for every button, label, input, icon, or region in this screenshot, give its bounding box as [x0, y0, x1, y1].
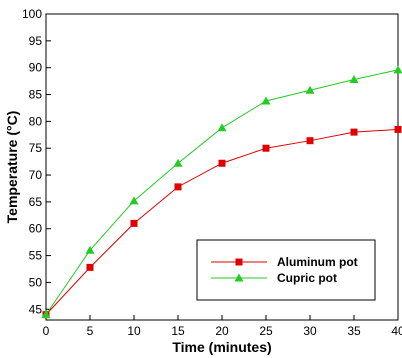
y-tick-label: 85 — [29, 88, 43, 102]
y-tick-label: 75 — [29, 141, 43, 155]
data-point — [349, 74, 359, 83]
legend: Aluminum pot Cupric pot — [196, 239, 376, 301]
x-tick-label: 5 — [87, 324, 94, 338]
data-point — [305, 85, 315, 94]
data-point — [394, 125, 402, 133]
data-point — [41, 310, 51, 319]
y-axis-title: Temperature (°C) — [4, 111, 20, 224]
data-point — [306, 137, 314, 145]
data-point — [393, 65, 402, 74]
y-tick-label: 95 — [29, 34, 43, 48]
y-tick-label: 65 — [29, 195, 43, 209]
y-tick-label: 100 — [22, 7, 42, 21]
legend-item: Aluminum pot — [211, 255, 358, 269]
data-point — [262, 144, 270, 152]
x-axis-ticks: 0 5 10 15 20 25 30 35 40 — [43, 315, 402, 338]
x-tick-label: 20 — [215, 324, 229, 338]
x-tick-label: 25 — [259, 324, 273, 338]
x-tick-label: 40 — [391, 324, 402, 338]
y-tick-label: 70 — [29, 168, 43, 182]
data-point — [173, 158, 183, 167]
data-point — [350, 128, 358, 136]
data-point — [261, 96, 271, 105]
data-point — [130, 219, 138, 227]
series-cupric-pot — [41, 65, 402, 319]
y-tick-label: 80 — [29, 114, 43, 128]
data-point — [217, 123, 227, 132]
data-point — [86, 263, 94, 271]
legend-label: Cupric pot — [277, 271, 337, 285]
legend-marker — [234, 273, 244, 282]
x-tick-label: 30 — [303, 324, 317, 338]
legend-marker — [235, 258, 243, 266]
data-point — [129, 196, 139, 205]
y-tick-label: 55 — [29, 249, 43, 263]
x-tick-label: 10 — [127, 324, 141, 338]
x-tick-label: 0 — [43, 324, 50, 338]
x-axis-title: Time (minutes) — [172, 339, 271, 355]
data-point — [85, 245, 95, 254]
data-point — [218, 159, 226, 167]
x-tick-label: 35 — [347, 324, 361, 338]
y-tick-label: 60 — [29, 222, 43, 236]
y-tick-label: 45 — [29, 302, 43, 316]
y-axis-ticks: 45 50 55 60 65 70 75 80 85 90 95 100 — [22, 7, 51, 316]
y-tick-label: 50 — [29, 275, 43, 289]
legend-box — [196, 239, 376, 301]
legend-item: Cupric pot — [211, 271, 337, 285]
series-layer — [41, 65, 402, 319]
x-tick-label: 15 — [171, 324, 185, 338]
y-tick-label: 90 — [29, 61, 43, 75]
data-point — [174, 183, 182, 191]
legend-label: Aluminum pot — [277, 255, 358, 269]
